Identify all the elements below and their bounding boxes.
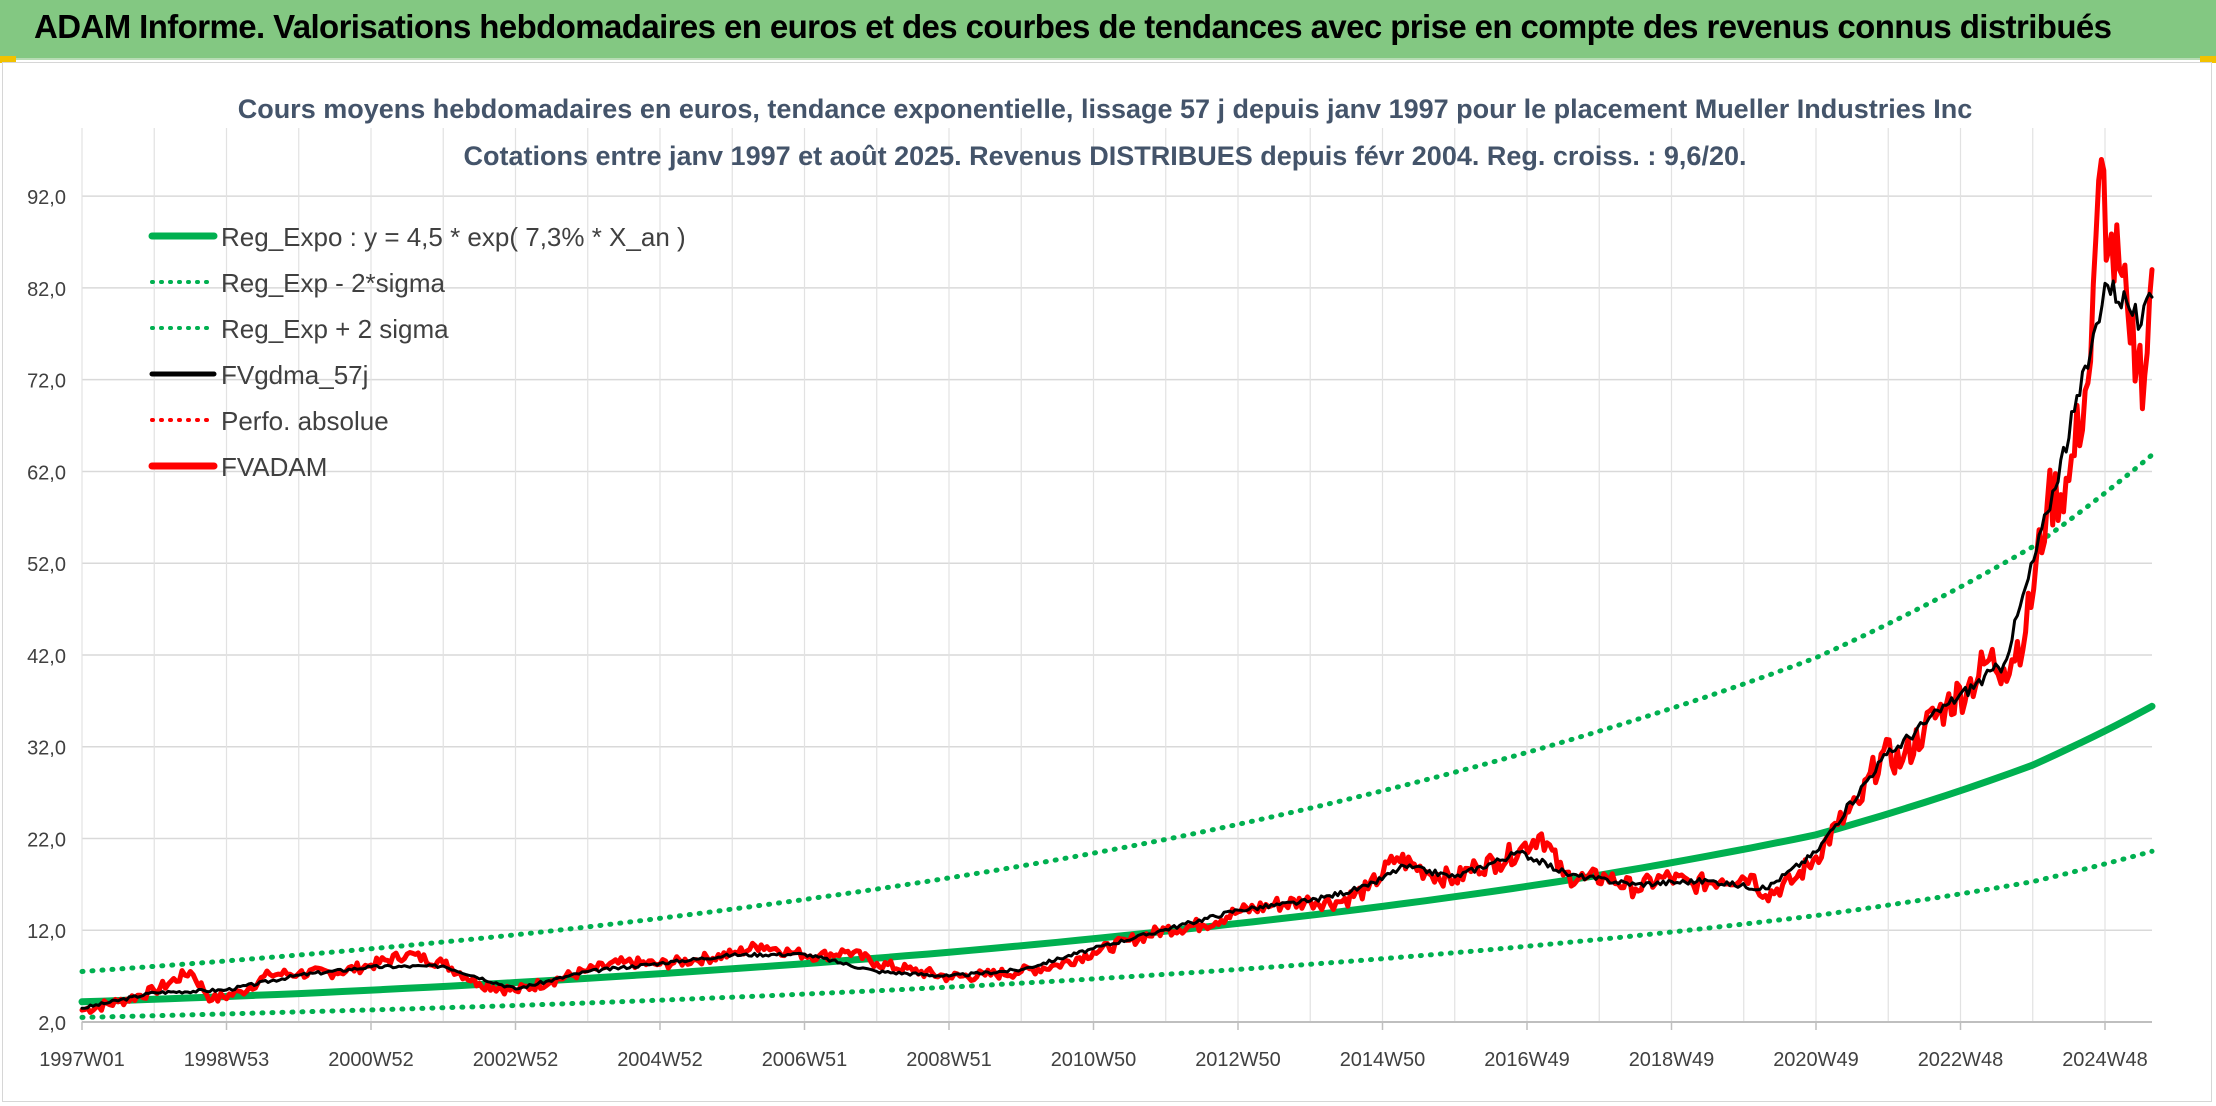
- x-tick-label: 2004W52: [617, 1049, 703, 1071]
- corner-marker-right: [2200, 56, 2216, 63]
- chart-subtitle: Cotations entre janv 1997 et août 2025. …: [464, 141, 1747, 171]
- corner-marker-left: [0, 56, 16, 63]
- y-tick-label: 2,0: [38, 1013, 66, 1035]
- y-tick-label: 12,0: [27, 921, 66, 943]
- y-tick-label: 52,0: [27, 554, 66, 576]
- x-tick-label: 2020W49: [1773, 1049, 1859, 1071]
- chart-legend: Reg_Expo : y = 4,5 * exp( 7,3% * X_an ) R…: [148, 222, 686, 482]
- legend-label: Perfo. absolue: [221, 406, 389, 436]
- x-tick-label: 2022W48: [1918, 1049, 2004, 1071]
- series-reg-exp-minus-2sigma-line: [79, 848, 2155, 1020]
- y-tick-label: 62,0: [27, 462, 66, 484]
- y-tick-label: 22,0: [27, 829, 66, 851]
- legend-label: FVgdma_57j: [221, 360, 368, 390]
- x-tick-label: 1997W01: [39, 1049, 125, 1071]
- chart-title: Cours moyens hebdomadaires en euros, ten…: [238, 94, 1973, 124]
- y-tick-label: 32,0: [27, 738, 66, 760]
- x-tick-label: 2016W49: [1484, 1049, 1570, 1071]
- report-title: ADAM Informe. Valorisations hebdomadaire…: [34, 8, 2112, 45]
- x-axis-ticks: 1997W01 1998W53 2000W52 2002W52 2004W52 2006W…: [39, 1022, 2148, 1071]
- series-fvgdma-57j-line: [80, 279, 2154, 1010]
- plot-area: [78, 157, 2156, 1020]
- x-tick-label: 2014W50: [1340, 1049, 1426, 1071]
- x-tick-label: 2006W51: [762, 1049, 848, 1071]
- x-tick-label: 2012W50: [1195, 1049, 1281, 1071]
- x-tick-label: 2000W52: [328, 1049, 414, 1071]
- x-tick-label: 1998W53: [184, 1049, 270, 1071]
- x-tick-label: 2018W49: [1629, 1049, 1715, 1071]
- y-tick-label: 82,0: [27, 279, 66, 301]
- series-reg-exp-plus-2sigma-line: [79, 452, 2155, 974]
- x-tick-label: 2008W51: [906, 1049, 992, 1071]
- report-banner: ADAM Informe. Valorisations hebdomadaire…: [0, 0, 2216, 60]
- legend-label: Reg_Exp - 2*sigma: [221, 268, 446, 298]
- y-tick-label: 72,0: [27, 371, 66, 393]
- y-tick-label: 42,0: [27, 646, 66, 668]
- legend-label: Reg_Expo : y = 4,5 * exp( 7,3% * X_an ): [221, 222, 686, 252]
- x-tick-label: 2010W50: [1051, 1049, 1137, 1071]
- x-tick-label: 2002W52: [473, 1049, 559, 1071]
- y-tick-label: 92,0: [27, 187, 66, 209]
- legend-label: Reg_Exp + 2 sigma: [221, 314, 449, 344]
- legend-label: FVADAM: [221, 452, 327, 482]
- chart-grid: [81, 128, 2152, 1023]
- chart-frame: [2, 62, 2212, 1102]
- y-axis-ticks: 92,0 82,0 72,0 62,0 52,0 42,0 32,0 22,0 12,0 2,0: [27, 187, 66, 1035]
- x-tick-label: 2024W48: [2062, 1049, 2148, 1071]
